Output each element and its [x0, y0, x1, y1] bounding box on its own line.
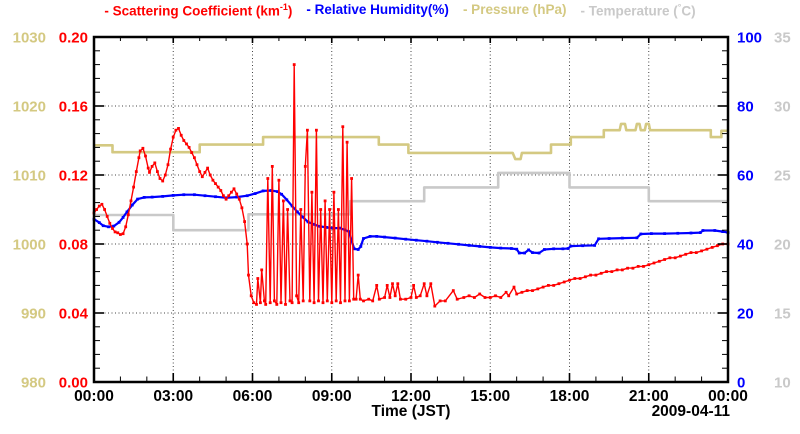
- legend-temperature-text: - Temperature (: [580, 3, 678, 19]
- legend-item-humidity: - Relative Humidity(%): [306, 2, 449, 17]
- svg-text:30: 30: [774, 99, 791, 116]
- legend-item-pressure: - Pressure (hPa): [462, 2, 567, 17]
- svg-text:100: 100: [737, 30, 762, 47]
- legend-scattering-sup: -1: [279, 2, 288, 12]
- legend-item-scattering: - Scattering Coefficient (km-1): [104, 2, 292, 19]
- svg-text:0.16: 0.16: [59, 99, 88, 116]
- svg-text:990: 990: [21, 306, 46, 323]
- svg-text:80: 80: [737, 99, 754, 116]
- svg-text:0.20: 0.20: [59, 30, 88, 47]
- svg-text:00:00: 00:00: [708, 388, 748, 405]
- svg-text:09:00: 09:00: [312, 388, 352, 405]
- svg-text:25: 25: [774, 168, 791, 185]
- svg-text:0.12: 0.12: [59, 168, 88, 185]
- legend-scattering-text: - Scattering Coefficient (km: [104, 3, 280, 19]
- x-axis-title: Time (JST): [371, 403, 451, 420]
- svg-text:980: 980: [21, 375, 46, 392]
- series-temperature: [94, 171, 728, 232]
- axis-tick-labels: 98099010001010102010300.000.040.080.120.…: [13, 30, 791, 406]
- svg-text:12:00: 12:00: [391, 388, 431, 405]
- axis-ticks: [93, 36, 729, 383]
- series-scattering-markers: [92, 63, 730, 308]
- data-series: [92, 63, 730, 308]
- svg-text:00:00: 00:00: [74, 388, 114, 405]
- svg-text:06:00: 06:00: [233, 388, 273, 405]
- legend-item-temperature: - Temperature (°C): [580, 2, 695, 19]
- svg-text:15:00: 15:00: [470, 388, 510, 405]
- svg-text:1030: 1030: [13, 30, 46, 47]
- svg-text:03:00: 03:00: [153, 388, 193, 405]
- svg-text:15: 15: [774, 306, 791, 323]
- date-label: 2009-04-11: [651, 403, 730, 420]
- svg-text:40: 40: [737, 237, 754, 254]
- series-pressure: [94, 122, 728, 161]
- svg-text:20: 20: [774, 237, 791, 254]
- svg-text:10: 10: [774, 375, 791, 392]
- legend-temperature-degree: °: [677, 2, 682, 12]
- svg-text:35: 35: [774, 30, 791, 47]
- svg-text:0.00: 0.00: [59, 375, 88, 392]
- svg-text:1000: 1000: [13, 237, 46, 254]
- svg-text:1020: 1020: [13, 99, 46, 116]
- chart-legend: - Scattering Coefficient (km-1) - Relati…: [0, 2, 800, 19]
- svg-text:0: 0: [737, 375, 745, 392]
- svg-text:0.08: 0.08: [59, 237, 88, 254]
- legend-scattering-suffix: ): [287, 3, 293, 19]
- gridlines: [94, 37, 728, 382]
- svg-text:20: 20: [737, 306, 754, 323]
- svg-text:21:00: 21:00: [629, 388, 669, 405]
- svg-text:1010: 1010: [13, 168, 46, 185]
- svg-text:18:00: 18:00: [550, 388, 590, 405]
- legend-temperature-suffix: C): [681, 3, 696, 19]
- svg-text:0.04: 0.04: [59, 306, 89, 323]
- svg-text:60: 60: [737, 168, 754, 185]
